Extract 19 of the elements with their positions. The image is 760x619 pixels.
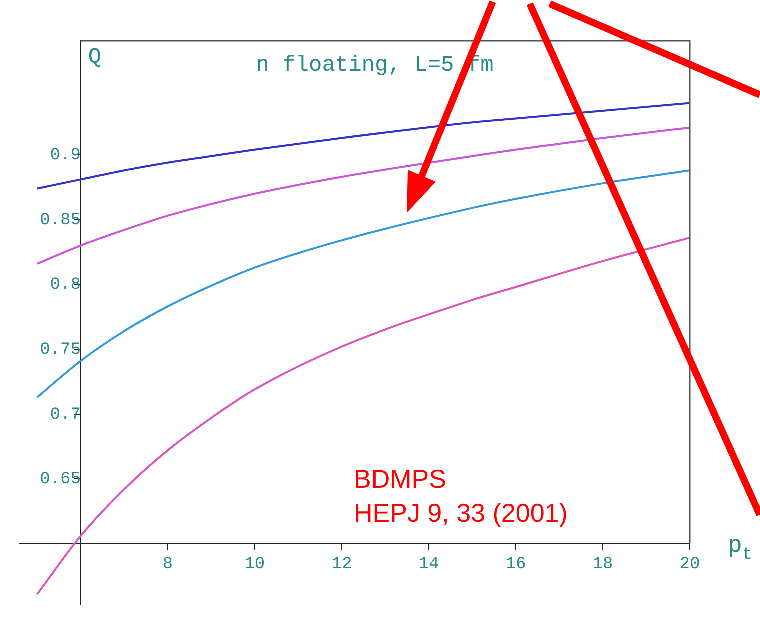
x-tick-label: 14	[418, 556, 440, 575]
y-tick-label: 0.75	[40, 340, 81, 360]
line-series	[36, 126, 690, 265]
x-tick-label: 10	[244, 556, 266, 575]
x-tick-label: 12	[332, 556, 352, 575]
y-tick-label: 0.8	[50, 276, 81, 296]
y-tick-label: 0.65	[40, 470, 81, 490]
annotation: BDMPS	[354, 464, 446, 494]
x-tick-label: 8	[162, 556, 174, 575]
y-axis-title: Q	[88, 45, 102, 70]
line-series	[36, 102, 690, 190]
y-tick-label: 0.7	[50, 406, 81, 425]
annotation: HEPJ 9, 33 (2001)	[354, 498, 568, 528]
line-series	[36, 170, 690, 398]
y-tick-label: 0.85	[40, 211, 81, 230]
x-tick-label: 18	[592, 556, 614, 575]
y-tick-label: 0.9	[50, 146, 81, 166]
x-tick-label: 16	[506, 556, 526, 575]
x-tick-label: 20	[680, 556, 700, 575]
